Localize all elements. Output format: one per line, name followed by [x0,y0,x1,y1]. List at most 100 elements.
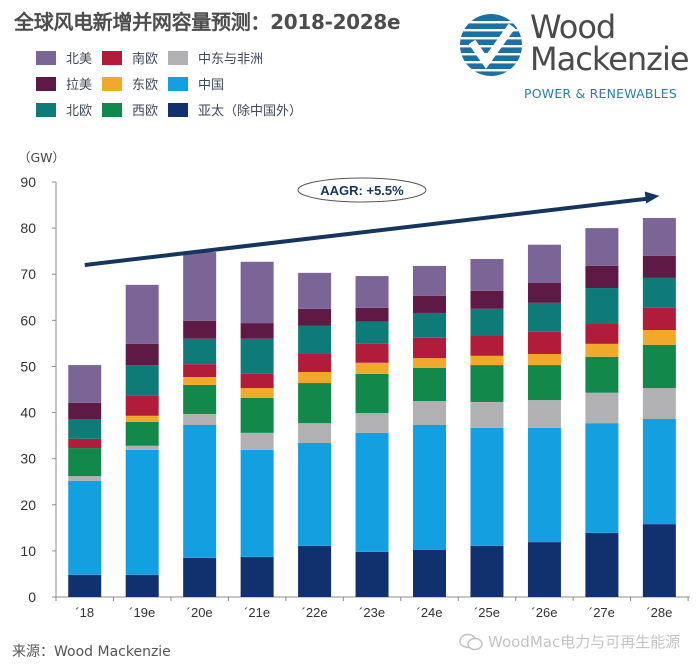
bar-segment-1 [298,442,332,546]
legend-swatch [36,102,56,117]
legend-item: 中东与非洲 [168,48,308,67]
bar-segment-7 [298,308,332,326]
chart-legend: 北美 南欧 中东与非洲拉美 东欧 中国北欧 西欧 亚太（除中国外） [36,48,308,119]
x-tick-label: ´26e [531,605,557,620]
bar-segment-0 [585,532,619,597]
bar-segment-8 [527,244,561,283]
bar-segment-1 [470,427,504,546]
bar-segment-7 [240,323,274,339]
bar-segment-2 [125,445,159,450]
bar-segment-4 [298,371,332,384]
bar-segment-7 [470,290,504,309]
aagr-annotation-bubble [297,177,427,203]
legend-swatch [168,102,188,117]
bar-segment-4 [413,358,447,368]
logo-word-wood: Wood [530,8,616,46]
bar-segment-3 [585,356,619,393]
bar-segment-4 [125,415,159,422]
bar-segment-6 [527,302,561,332]
bar-segment-3 [183,384,217,414]
logo-subtitle: POWER & RENEWABLES [524,86,678,101]
bar-segment-0 [125,574,159,597]
legend-swatch [168,76,188,91]
legend-item: 东欧 [102,74,168,93]
bar-segment-0 [642,524,676,597]
arrow-head-icon [644,191,660,204]
wood-mackenzie-globe-icon [460,14,522,76]
bar-segment-2 [68,476,102,481]
legend-swatch [36,76,56,91]
bar-segment-7 [125,343,159,366]
bar-segment-8 [642,217,676,256]
bar-segment-6 [355,321,389,344]
bar-segment-6 [470,308,504,337]
bar-segment-8 [413,265,447,296]
y-axis-unit-label: （GW） [18,150,66,165]
bar-segment-3 [355,373,389,414]
legend-label: 中东与非洲 [198,52,264,67]
bar-segment-6 [240,338,274,374]
legend-label: 北美 [66,52,93,67]
x-tick-label: ´21e [244,605,270,620]
legend-label: 北欧 [66,104,93,119]
bar-segment-5 [240,373,274,389]
bar-segment-5 [527,331,561,354]
legend-swatch [36,50,56,65]
bar-segment-0 [355,551,389,597]
bar-segment-3 [125,421,159,446]
bar-segment-1 [413,425,447,550]
bar-segment-6 [183,338,217,365]
legend-item: 西欧 [102,100,168,119]
bar-segment-3 [527,365,561,401]
bar-segment-2 [355,413,389,433]
x-tick-label: ´20e [187,605,213,620]
y-tick-label: 0 [28,589,36,605]
bar-segment-8 [240,261,274,324]
bar-segment-7 [527,282,561,303]
y-tick-label: 80 [20,220,36,236]
aagr-annotation-label: AAGR: +5.5% [320,183,404,198]
bar-segment-1 [125,449,159,575]
legend-label: 南欧 [132,52,159,67]
bar-segment-7 [183,320,217,339]
bar-segment-5 [183,364,217,378]
x-tick-label: ´22e [302,605,328,620]
bar-segment-3 [413,367,447,402]
bar-segment-2 [413,401,447,426]
bar-segment-2 [527,400,561,428]
bar-segment-3 [642,344,676,389]
legend-item: 亚太（除中国外） [168,100,308,119]
legend-label: 亚太（除中国外） [198,104,303,119]
bar-segment-4 [240,388,274,398]
x-tick-label: ´24e [416,605,442,620]
y-tick-label: 40 [20,405,36,421]
bar-segment-1 [240,449,274,557]
chart-title: 全球风电新增并网容量预测：2018-2028e [14,10,401,34]
bar-segment-0 [413,549,447,597]
bar-segment-0 [470,545,504,597]
bar-segment-8 [298,272,332,309]
bar-segment-6 [585,288,619,324]
bar-segment-2 [585,392,619,424]
y-tick-label: 20 [20,497,36,513]
bar-segment-7 [68,402,102,420]
bar-segment-5 [470,336,504,356]
bar-segment-8 [125,284,159,344]
legend-label: 中国 [198,78,225,93]
y-tick-label: 70 [20,266,36,282]
bar-segment-1 [68,480,102,575]
bar-segment-5 [125,395,159,416]
watermark: WoodMac电力与可再生能源 [458,631,680,652]
bar-segment-6 [413,312,447,338]
legend-item: 拉美 [36,74,102,93]
bar-segment-3 [240,397,274,433]
bar-segment-8 [183,252,217,321]
bar-segment-4 [585,343,619,357]
growth-trend-arrow [84,196,652,267]
legend-swatch [102,102,122,117]
bar-segment-6 [68,419,102,439]
bar-segment-8 [355,276,389,308]
bar-segment-5 [355,343,389,363]
x-tick-label: ´25e [474,605,500,620]
